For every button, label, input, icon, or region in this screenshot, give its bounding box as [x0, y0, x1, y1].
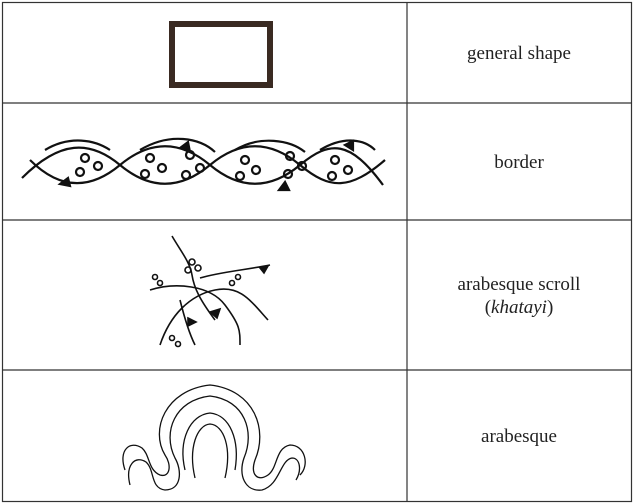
row-label: arabesque scroll (khatayi) — [408, 221, 630, 370]
label-text: border — [494, 151, 544, 173]
label-text: general shape — [467, 42, 571, 64]
label-text: arabesque scroll — [457, 273, 581, 295]
label-note: (khatayi) — [485, 296, 554, 319]
shape-frame — [169, 21, 273, 88]
note-paren: ( — [484, 296, 492, 318]
scroll-ornament — [149, 235, 271, 348]
label-text: arabesque — [481, 425, 557, 447]
note-paren: ) — [546, 296, 554, 318]
arabesque-ornament — [122, 384, 306, 491]
border-ornament — [21, 137, 386, 192]
row-label: general shape — [408, 3, 630, 103]
row-label: border — [408, 104, 630, 220]
row-label: arabesque — [408, 371, 630, 501]
note-term: khatayi — [491, 296, 547, 318]
